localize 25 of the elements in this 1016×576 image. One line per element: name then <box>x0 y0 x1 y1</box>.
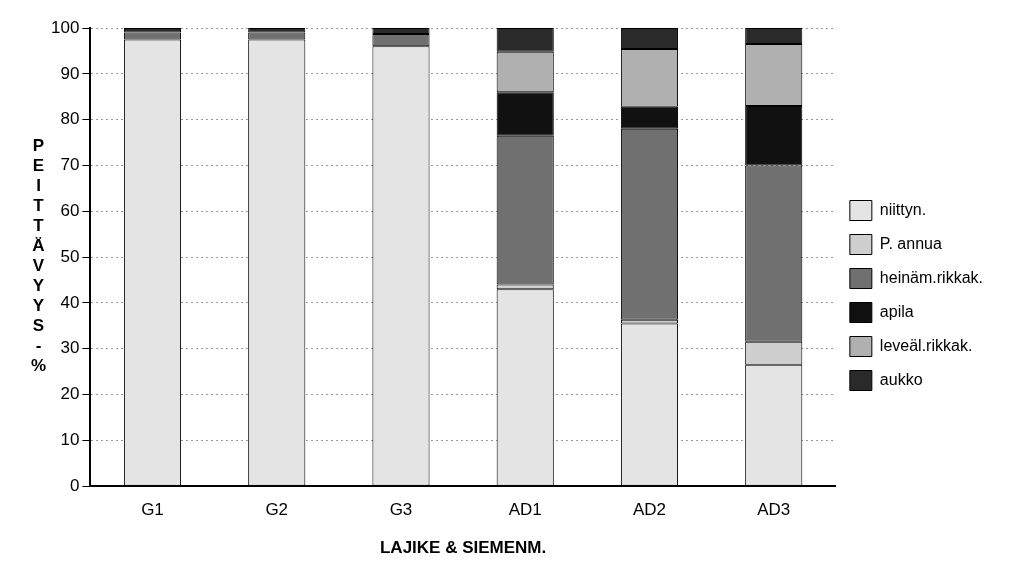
x-tick-label: G1 <box>141 500 164 520</box>
legend-label: aukko <box>879 370 923 388</box>
x-tick-label: G3 <box>389 500 413 520</box>
legend-label: heinäm.rikkak. <box>879 268 984 286</box>
legend-label: apila <box>879 302 914 320</box>
legend-label: niittyn. <box>879 200 927 218</box>
y-tick-label: 60 <box>60 200 80 220</box>
y-tick-label: 70 <box>60 155 80 175</box>
y-tick-label: 50 <box>60 246 80 266</box>
x-axis-title: LAJIKE & SIEMENM. <box>379 538 547 558</box>
y-tick-label: 100 <box>50 17 80 37</box>
y-tick-label: 40 <box>60 292 80 312</box>
x-tick-label: G2 <box>265 500 289 520</box>
y-tick-label: 20 <box>60 384 80 404</box>
y-tick-label: 90 <box>60 63 80 83</box>
legend-label: leveäl.rikkak. <box>879 336 973 354</box>
y-tick-label: 0 <box>69 475 80 495</box>
y-tick-label: 30 <box>60 338 80 358</box>
legend-label: P. annua <box>879 234 942 252</box>
x-tick-label: AD2 <box>632 500 667 520</box>
y-tick-label: 80 <box>60 109 80 129</box>
y-axis-title: PEITTÄVYYS-% <box>28 135 48 376</box>
y-tick-label: 10 <box>60 430 80 450</box>
x-tick-label: AD3 <box>757 500 791 520</box>
x-tick-label: AD1 <box>508 500 542 520</box>
